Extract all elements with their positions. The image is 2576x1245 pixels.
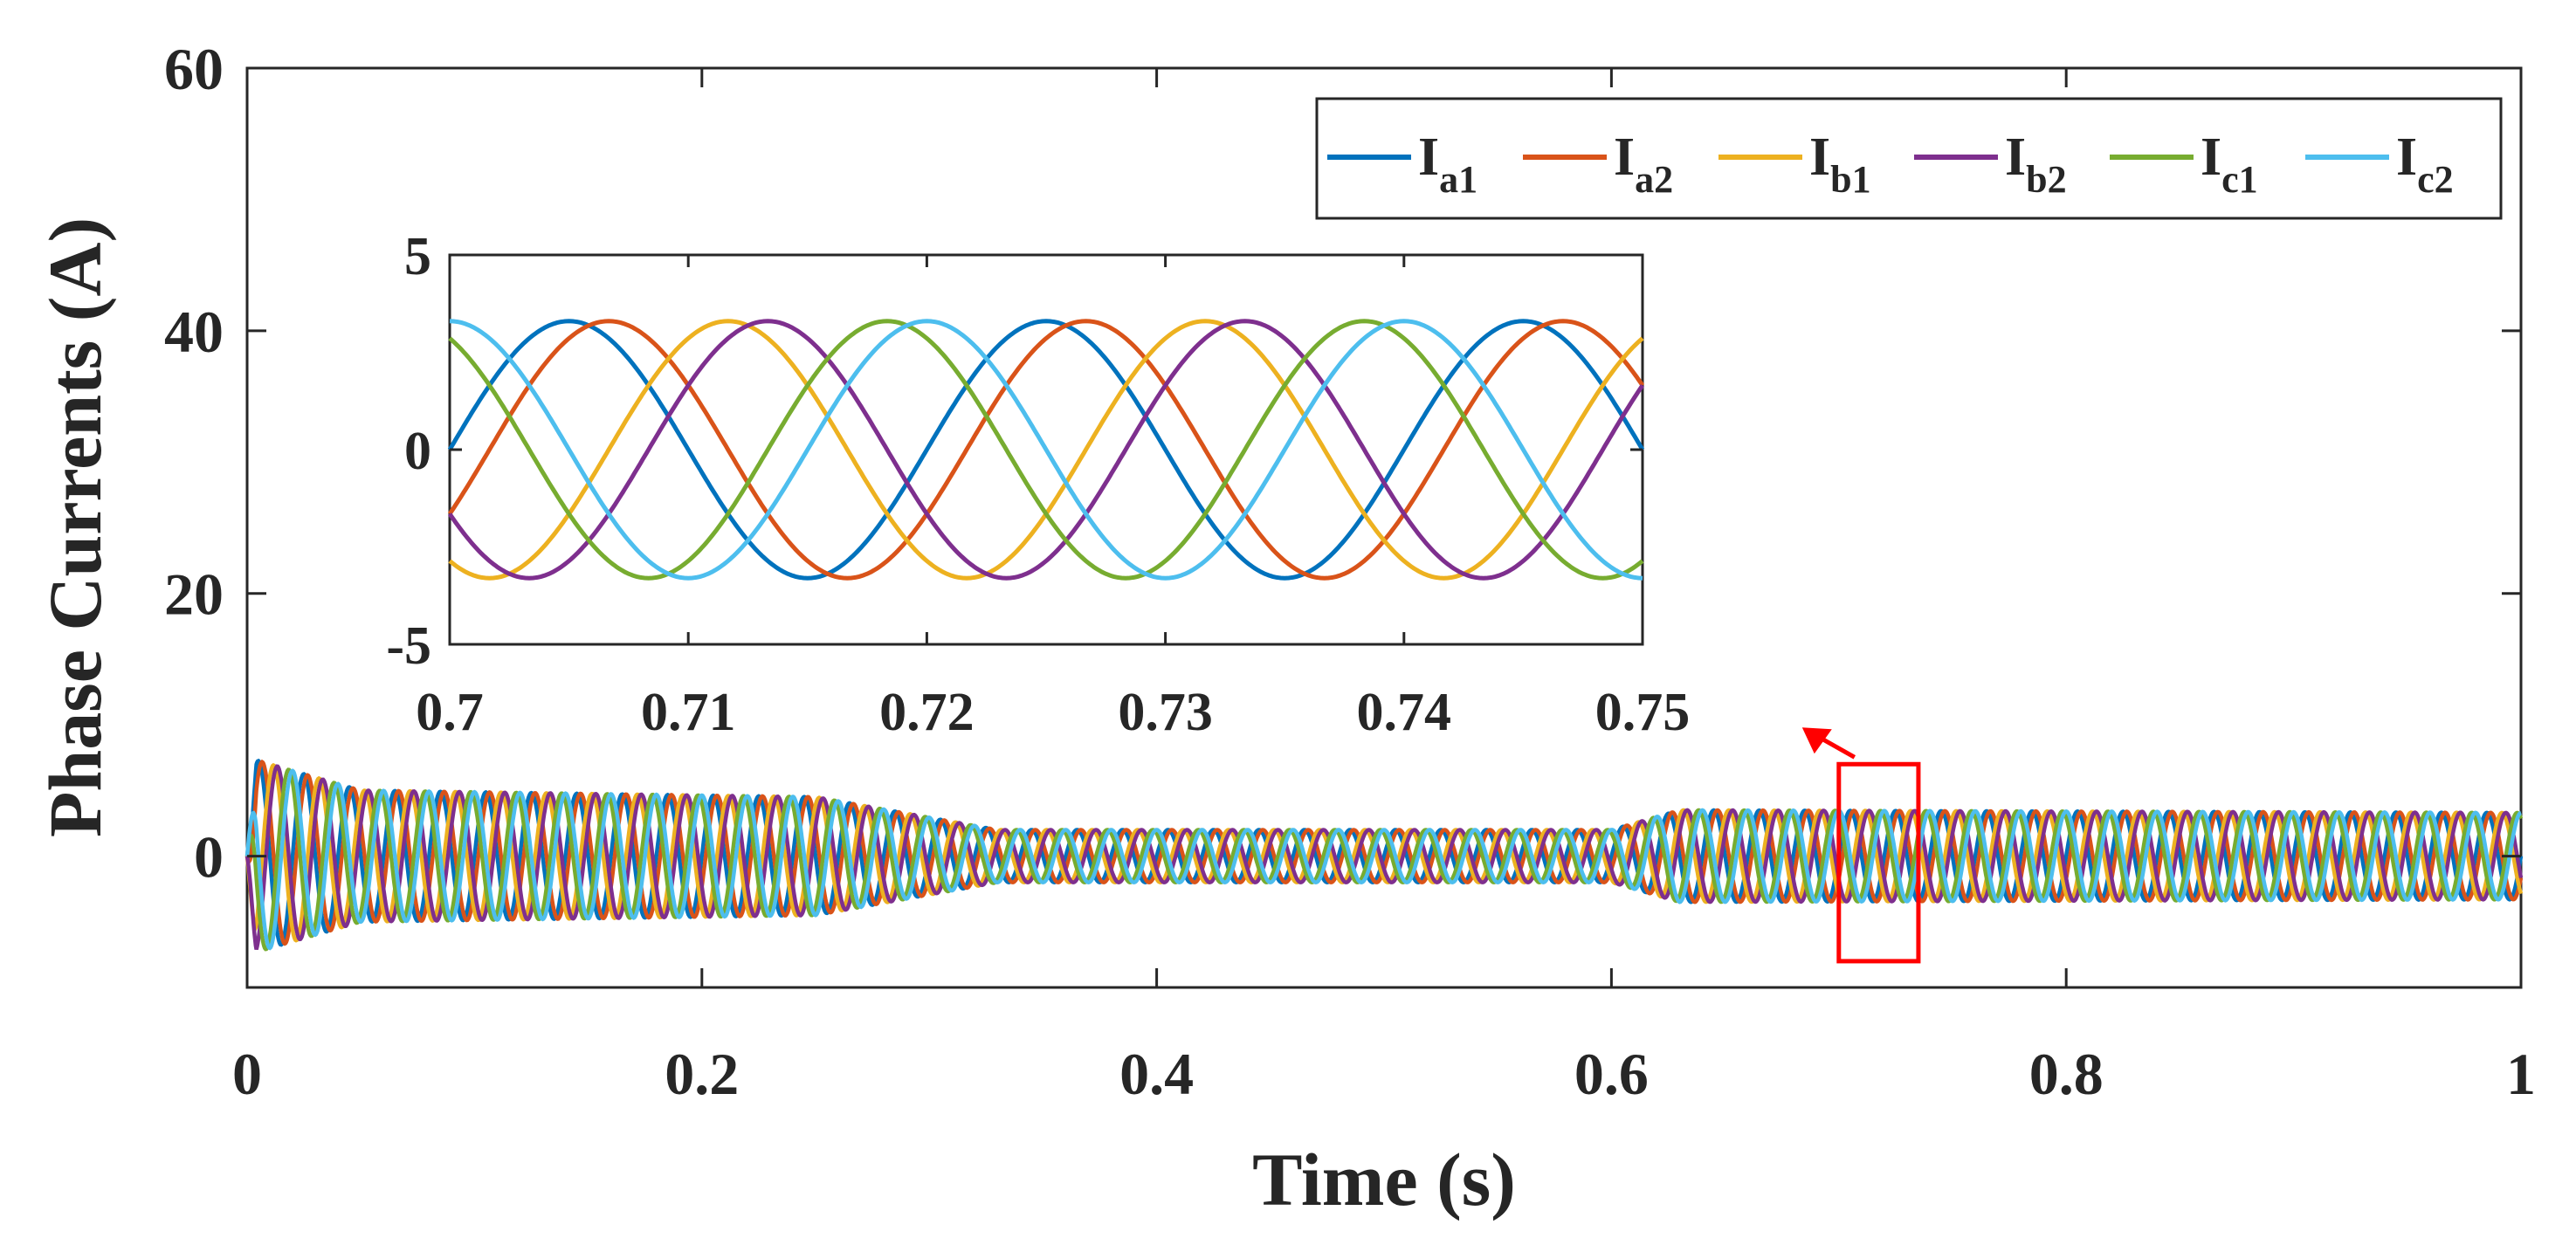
- zoom-indicator: [1801, 727, 1921, 964]
- inset-series-line-b2: [447, 319, 1645, 581]
- main-series-group: [245, 758, 2524, 952]
- x-tick-label: 0.2: [665, 1041, 739, 1107]
- inset-series-group: [447, 319, 1645, 581]
- y-tick-label: 40: [164, 299, 224, 365]
- inset-x-tick-label: 0.75: [1595, 683, 1691, 742]
- zoom-arrow-head: [1801, 727, 1832, 754]
- series-line-c1: [245, 767, 2524, 952]
- x-tick-label: 0.4: [1119, 1041, 1194, 1107]
- legend-box: [1315, 97, 2503, 220]
- inset-x-tick-label: 0.74: [1357, 683, 1452, 742]
- x-tick-label: 1: [2506, 1041, 2536, 1107]
- series-line-a1: [245, 758, 2524, 947]
- x-tick-label: 0.8: [2029, 1041, 2104, 1107]
- y-tick-label: 0: [194, 824, 224, 891]
- series-line-c2: [245, 768, 2522, 951]
- x-tick-label: 0: [232, 1041, 262, 1107]
- inset-series-line-c1: [448, 319, 1644, 581]
- legend: Ia1 Ia2 Ib1 Ib2 Ic1 Ic2: [1315, 97, 2503, 220]
- inset-x-tick-label: 0.72: [879, 683, 975, 742]
- inset-y-tick-label: -5: [386, 616, 431, 676]
- inset-series-line-c2: [449, 319, 1643, 581]
- inset-x-tick-label: 0.73: [1118, 683, 1213, 742]
- inset-y-tick-label: 0: [404, 422, 431, 481]
- inset-ticks-group: 0.7 0.71 0.72 0.73 0.74 0.75 -5 0 5: [386, 227, 1690, 742]
- y-tick-label: 20: [164, 561, 224, 628]
- inset-series-line-a2: [447, 319, 1645, 581]
- x-axis-label: Time (s): [1252, 1138, 1516, 1221]
- zoom-region-box: [1836, 761, 1921, 964]
- y-axis-label: Phase Currents (A): [33, 217, 117, 837]
- x-tick-label: 0.6: [1574, 1041, 1649, 1107]
- inset-y-tick-label: 5: [404, 227, 431, 286]
- y-tick-label: 60: [164, 36, 224, 102]
- series-line-b1: [245, 762, 2524, 943]
- inset-x-tick-label: 0.7: [416, 683, 484, 742]
- inset-x-tick-label: 0.71: [641, 683, 736, 742]
- main-ticks-group: 0 0.2 0.4 0.6 0.8 1 0 20 40 60: [164, 36, 2536, 1107]
